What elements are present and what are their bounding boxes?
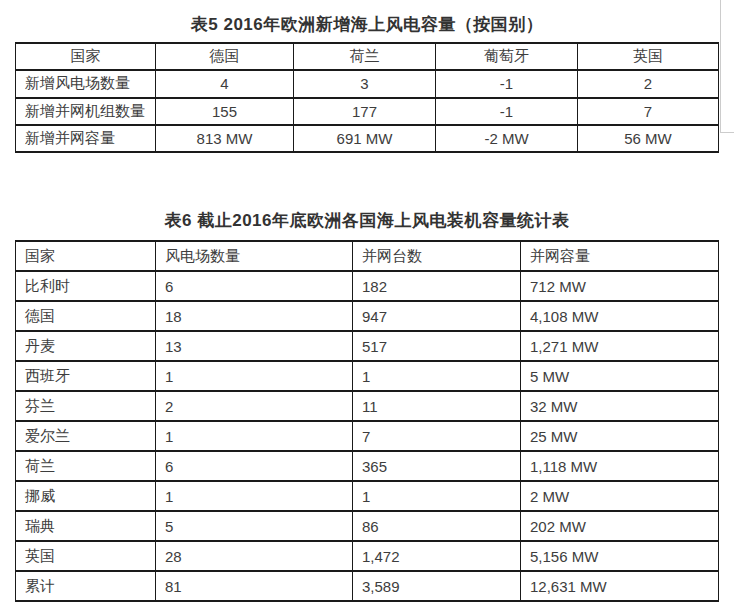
- table6-cell: 4,108 MW: [521, 301, 719, 331]
- table6-cell: 86: [353, 511, 521, 541]
- table6-cell: 荷兰: [16, 451, 156, 481]
- table6-cell: 1: [353, 361, 521, 391]
- table5-row-label: 新增并网容量: [16, 125, 156, 152]
- table6-row: 丹麦 13 517 1,271 MW: [16, 331, 719, 361]
- table5-cell: 3: [294, 70, 436, 97]
- table6-row: 挪威 1 1 2 MW: [16, 481, 719, 511]
- table5-row-label: 新增并网机组数量: [16, 98, 156, 125]
- table6-cell: 爱尔兰: [16, 421, 156, 451]
- table6-header-cell: 并网容量: [521, 241, 719, 271]
- table6-cell: 瑞典: [16, 511, 156, 541]
- table6-cell: 18: [156, 301, 353, 331]
- table6-cell: 11: [353, 391, 521, 421]
- table6: 国家 风电场数量 并网台数 并网容量 比利时 6 182 712 MW 德国 1…: [15, 240, 719, 602]
- table6-cell: 德国: [16, 301, 156, 331]
- table6-row: 瑞典 5 86 202 MW: [16, 511, 719, 541]
- table5-header-cell: 国家: [16, 43, 156, 70]
- table6-cell: 12,631 MW: [521, 571, 719, 601]
- table5-header-cell: 英国: [578, 43, 719, 70]
- table6-cell: 81: [156, 571, 353, 601]
- table6-cell: 1,118 MW: [521, 451, 719, 481]
- document-page: 表5 2016年欧洲新增海上风电容量（按国别） 国家 德国 荷兰 葡萄牙 英国 …: [0, 0, 734, 607]
- table6-cell: 6: [156, 271, 353, 301]
- table6-cell: 32 MW: [521, 391, 719, 421]
- table6-cell: 芬兰: [16, 391, 156, 421]
- table6-header-cell: 并网台数: [353, 241, 521, 271]
- table6-cell: 英国: [16, 541, 156, 571]
- table6-row: 爱尔兰 1 7 25 MW: [16, 421, 719, 451]
- table5-cell: 155: [156, 98, 294, 125]
- table6-cell: 比利时: [16, 271, 156, 301]
- table5-row: 新增并网机组数量 155 177 -1 7: [16, 98, 719, 125]
- table6-header-row: 国家 风电场数量 并网台数 并网容量: [16, 241, 719, 271]
- table6-cell: 累计: [16, 571, 156, 601]
- table6-cell: 挪威: [16, 481, 156, 511]
- table5-cell: 4: [156, 70, 294, 97]
- table6-row: 芬兰 2 11 32 MW: [16, 391, 719, 421]
- table5-cell: 2: [578, 70, 719, 97]
- table5-header-cell: 德国: [156, 43, 294, 70]
- table6-row: 西班牙 1 1 5 MW: [16, 361, 719, 391]
- table6-cell: 丹麦: [16, 331, 156, 361]
- table6-cell: 6: [156, 451, 353, 481]
- table6-row: 德国 18 947 4,108 MW: [16, 301, 719, 331]
- table5-header-cell: 荷兰: [294, 43, 436, 70]
- table5-row-label: 新增风电场数量: [16, 70, 156, 97]
- table6-cell: 1: [353, 481, 521, 511]
- table6-cell: 1: [156, 421, 353, 451]
- table6-header-cell: 国家: [16, 241, 156, 271]
- table5: 国家 德国 荷兰 葡萄牙 英国 新增风电场数量 4 3 -1 2 新增并网机组数…: [15, 42, 719, 153]
- table5-cell: -2 MW: [436, 125, 578, 152]
- table5-cell: 691 MW: [294, 125, 436, 152]
- table5-cell: 177: [294, 98, 436, 125]
- table6-cell: 1,472: [353, 541, 521, 571]
- table6-cell: 202 MW: [521, 511, 719, 541]
- table6-cell: 5 MW: [521, 361, 719, 391]
- table6-row: 英国 28 1,472 5,156 MW: [16, 541, 719, 571]
- table5-row: 新增并网容量 813 MW 691 MW -2 MW 56 MW: [16, 125, 719, 152]
- table6-cell: 3,589: [353, 571, 521, 601]
- table5-header-cell: 葡萄牙: [436, 43, 578, 70]
- table6-cell: 2 MW: [521, 481, 719, 511]
- table6-cell: 7: [353, 421, 521, 451]
- table5-title: 表5 2016年欧洲新增海上风电容量（按国别）: [0, 13, 734, 36]
- table6-title: 表6 截止2016年底欧洲各国海上风电装机容量统计表: [0, 209, 734, 232]
- table6-cell: 1: [156, 481, 353, 511]
- table6-cell: 西班牙: [16, 361, 156, 391]
- table6-row: 比利时 6 182 712 MW: [16, 271, 719, 301]
- table6-cell: 25 MW: [521, 421, 719, 451]
- table6-cell: 28: [156, 541, 353, 571]
- table5-cell: 56 MW: [578, 125, 719, 152]
- table5-row: 新增风电场数量 4 3 -1 2: [16, 70, 719, 97]
- table6-cell: 13: [156, 331, 353, 361]
- table6-header-cell: 风电场数量: [156, 241, 353, 271]
- table6-cell: 2: [156, 391, 353, 421]
- page-edge-horizontal-line: [720, 132, 734, 133]
- table5-cell: -1: [436, 70, 578, 97]
- table6-cell: 517: [353, 331, 521, 361]
- table6-cell: 1: [156, 361, 353, 391]
- table6-row: 荷兰 6 365 1,118 MW: [16, 451, 719, 481]
- table6-cell: 947: [353, 301, 521, 331]
- table6-cell: 365: [353, 451, 521, 481]
- table5-header-row: 国家 德国 荷兰 葡萄牙 英国: [16, 43, 719, 70]
- table6-cell: 1,271 MW: [521, 331, 719, 361]
- table6-cell: 5: [156, 511, 353, 541]
- page-edge-vertical-line: [720, 0, 721, 133]
- table5-cell: 7: [578, 98, 719, 125]
- table6-cell: 712 MW: [521, 271, 719, 301]
- table6-cell: 5,156 MW: [521, 541, 719, 571]
- table5-cell: -1: [436, 98, 578, 125]
- table6-total-row: 累计 81 3,589 12,631 MW: [16, 571, 719, 601]
- table6-cell: 182: [353, 271, 521, 301]
- table5-cell: 813 MW: [156, 125, 294, 152]
